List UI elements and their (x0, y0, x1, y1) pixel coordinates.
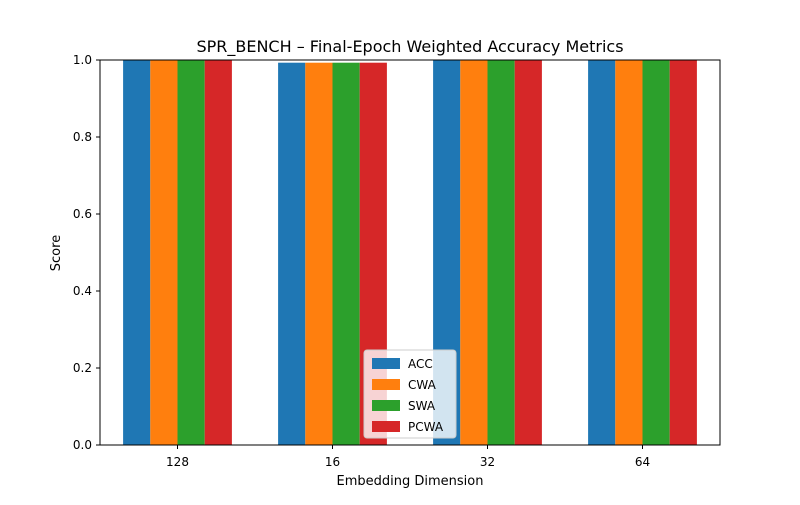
bar-acc-128 (123, 60, 151, 445)
y-tick-label: 0.2 (73, 361, 92, 375)
plot-frame (99, 59, 721, 446)
bar-pcwa-32 (514, 60, 542, 445)
bar-swa-32 (487, 60, 515, 445)
legend: ACC CWA SWA PCWA (363, 349, 457, 439)
x-tick-label: 32 (480, 455, 495, 469)
legend-label-cwa: CWA (408, 378, 437, 392)
bar-cwa-32 (460, 60, 488, 445)
y-tick-label: 0.8 (73, 130, 92, 144)
legend-swatch-swa (372, 400, 400, 411)
bar-pcwa-128 (204, 60, 232, 445)
x-tick-label: 16 (325, 455, 340, 469)
legend-label-pcwa: PCWA (408, 420, 444, 434)
x-axis-label: Embedding Dimension (337, 474, 484, 489)
x-tick-label: 128 (166, 455, 189, 469)
bar-acc-64 (588, 60, 616, 445)
y-tick-label: 0.4 (73, 284, 92, 298)
y-tick-label: 0.0 (73, 438, 92, 452)
chart-title: SPR_BENCH – Final-Epoch Weighted Accurac… (196, 37, 623, 57)
x-tick-label: 64 (635, 455, 650, 469)
bar-swa-16 (332, 62, 360, 445)
legend-swatch-acc (372, 358, 400, 369)
bar-swa-64 (642, 60, 670, 445)
bar-acc-16 (278, 62, 306, 445)
legend-label-acc: ACC (408, 357, 433, 371)
bar-cwa-64 (615, 60, 643, 445)
legend-swatch-cwa (372, 379, 400, 390)
bar-cwa-128 (150, 60, 178, 445)
bar-cwa-16 (305, 62, 333, 445)
bar-pcwa-64 (669, 60, 697, 445)
y-axis-label: Score (49, 235, 64, 271)
legend-box (363, 349, 457, 439)
x-axis: 128 16 32 64 (166, 445, 650, 469)
bar-swa-128 (177, 60, 205, 445)
y-tick-label: 0.6 (73, 207, 92, 221)
y-tick-label: 1.0 (73, 53, 92, 67)
legend-label-swa: SWA (408, 399, 436, 413)
y-axis: 0.0 0.2 0.4 0.6 0.8 1.0 (73, 53, 100, 452)
legend-swatch-pcwa (372, 421, 400, 432)
